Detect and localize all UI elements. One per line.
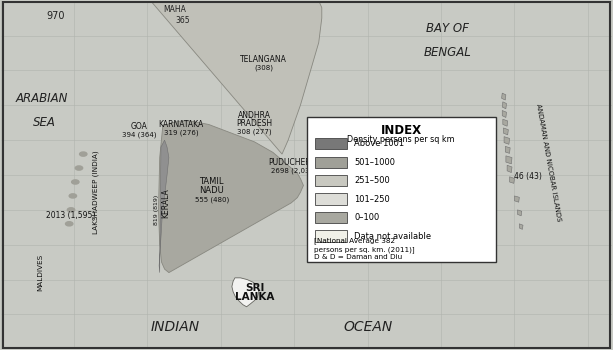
Text: OCEAN: OCEAN [343, 320, 392, 334]
Text: ANDHRA: ANDHRA [238, 111, 271, 120]
Polygon shape [517, 210, 522, 216]
Polygon shape [507, 165, 512, 173]
Text: Density persons per sq km: Density persons per sq km [348, 135, 455, 144]
Polygon shape [509, 177, 514, 183]
Text: 970: 970 [47, 12, 65, 21]
Text: LANKA: LANKA [235, 292, 274, 302]
Text: SRI: SRI [245, 283, 264, 293]
Text: ANDAMAN AND NICOBAR ISLANDS: ANDAMAN AND NICOBAR ISLANDS [535, 104, 562, 222]
Polygon shape [151, 1, 322, 154]
Text: TELANGANA: TELANGANA [240, 55, 287, 64]
Text: SEA: SEA [33, 116, 56, 129]
Text: MALDIVES: MALDIVES [37, 254, 44, 291]
Bar [315, 138, 347, 149]
Circle shape [80, 152, 87, 156]
Bar [315, 230, 347, 241]
Text: KARNATAKA: KARNATAKA [159, 120, 204, 129]
Polygon shape [503, 119, 508, 126]
Text: 101–250: 101–250 [354, 195, 390, 204]
Polygon shape [519, 224, 523, 229]
Text: BENGAL: BENGAL [424, 47, 471, 60]
Text: GOA: GOA [131, 122, 147, 131]
Text: 555 (480): 555 (480) [194, 196, 229, 203]
Polygon shape [501, 93, 506, 100]
Polygon shape [502, 111, 506, 118]
Circle shape [66, 222, 73, 226]
Text: 819 (819): 819 (819) [154, 195, 159, 225]
Text: (308): (308) [254, 64, 273, 71]
Text: 46 (43): 46 (43) [514, 172, 542, 181]
Polygon shape [514, 196, 519, 202]
Text: LAKSHADWEEP (INDIA): LAKSHADWEEP (INDIA) [92, 150, 99, 234]
Polygon shape [159, 140, 169, 273]
Circle shape [72, 180, 79, 184]
Polygon shape [503, 128, 508, 135]
Text: 501–1000: 501–1000 [354, 158, 395, 167]
Text: PUDUCHERRY: PUDUCHERRY [268, 158, 321, 167]
Polygon shape [159, 121, 303, 273]
Text: 394 (364): 394 (364) [121, 132, 156, 138]
Text: 251–500: 251–500 [354, 176, 390, 185]
Text: Above 1001: Above 1001 [354, 139, 405, 148]
Bar [315, 175, 347, 186]
Text: Data not available: Data not available [354, 231, 432, 240]
Bar [315, 194, 347, 205]
Text: INDIAN: INDIAN [150, 320, 200, 334]
Circle shape [75, 166, 83, 170]
Text: INDEX: INDEX [381, 124, 422, 137]
Text: 365: 365 [176, 16, 190, 26]
Bar [315, 156, 347, 168]
Text: PRADESH: PRADESH [237, 119, 273, 128]
Text: [National Average 382: [National Average 382 [314, 237, 395, 244]
Text: ARABIAN: ARABIAN [16, 92, 69, 105]
Bar [306, 118, 496, 262]
Circle shape [69, 194, 77, 198]
Text: persons per sq. km. (2011)]: persons per sq. km. (2011)] [314, 246, 414, 252]
Text: 308 (277): 308 (277) [237, 128, 272, 135]
Polygon shape [506, 156, 512, 164]
Text: MAHA: MAHA [164, 5, 186, 14]
Text: D & D = Daman and Diu: D & D = Daman and Diu [314, 254, 402, 260]
Polygon shape [502, 102, 506, 109]
Text: 2698 (2,034): 2698 (2,034) [272, 168, 317, 174]
Text: 319 (276): 319 (276) [164, 130, 199, 136]
Text: 2013 (1,595): 2013 (1,595) [47, 211, 96, 219]
Bar [315, 212, 347, 223]
Text: KERALA: KERALA [161, 188, 170, 218]
Text: NADU: NADU [199, 186, 224, 195]
Text: TAMIL: TAMIL [199, 177, 224, 187]
Circle shape [67, 208, 75, 212]
Text: BAY OF: BAY OF [426, 22, 468, 35]
Text: 0–100: 0–100 [354, 213, 379, 222]
Polygon shape [504, 136, 509, 144]
Polygon shape [505, 146, 510, 153]
Polygon shape [232, 278, 259, 307]
